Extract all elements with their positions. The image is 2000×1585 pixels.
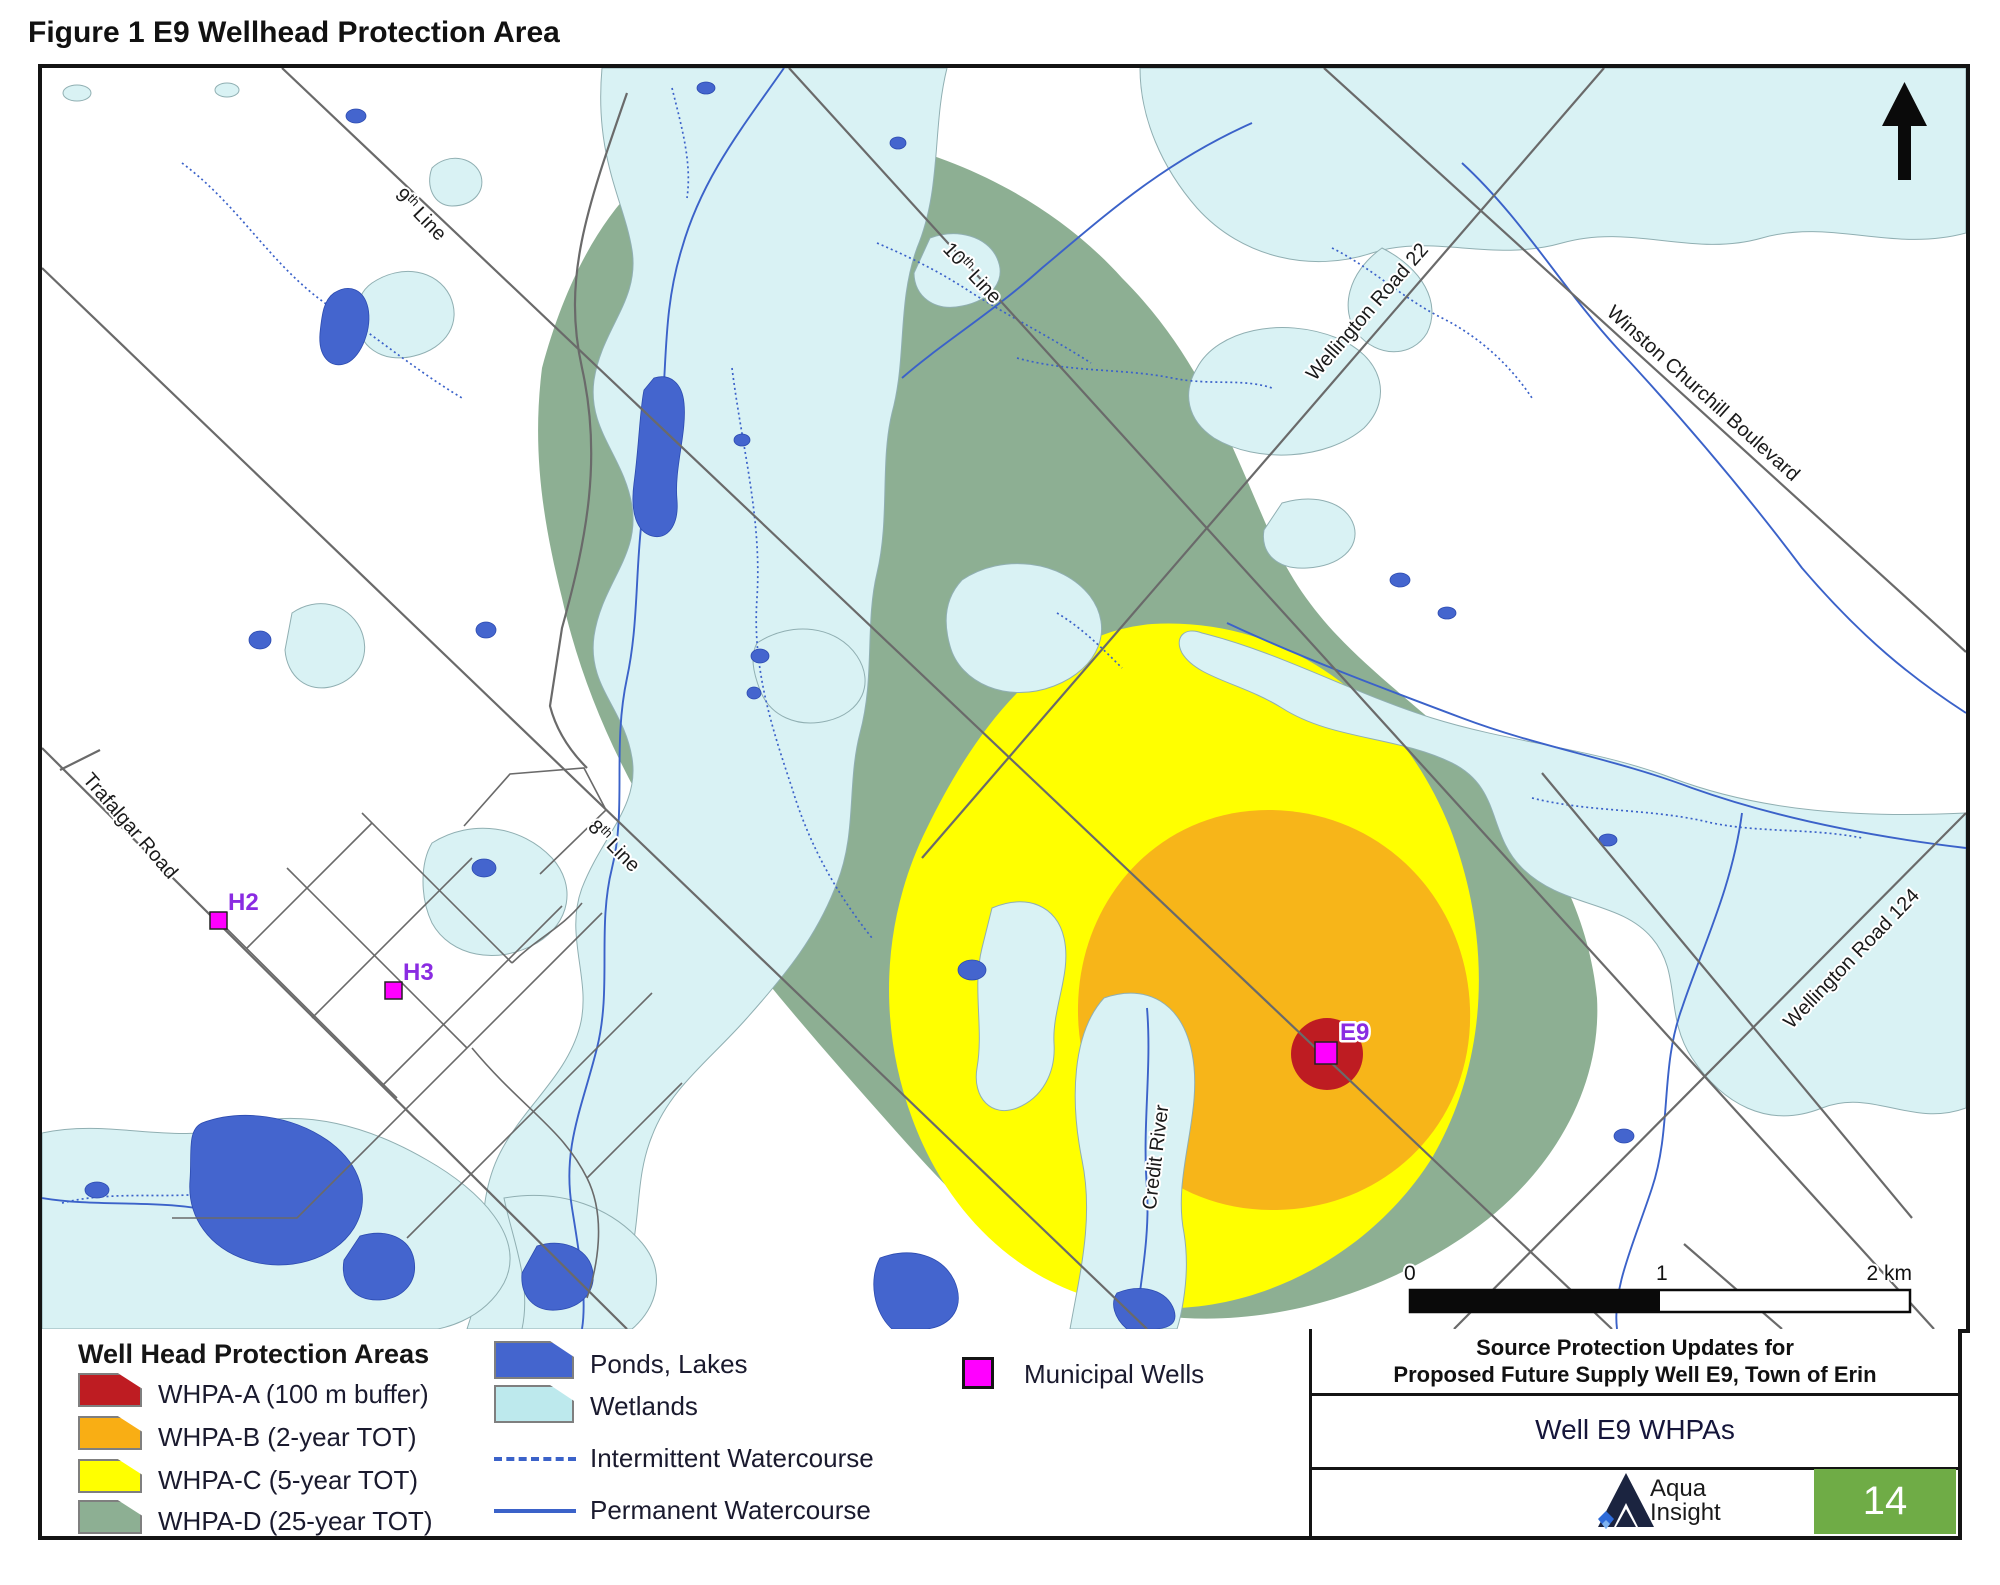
page-number: 14	[1862, 1479, 1908, 1523]
north-arrow	[1882, 82, 1927, 180]
legend-label-wetlands: Wetlands	[590, 1391, 698, 1421]
title-subtitle: Well E9 WHPAs	[1535, 1414, 1735, 1445]
legend-label-whpa-d: WHPA-D (25-year TOT)	[158, 1506, 433, 1536]
intermittent-watercourses	[61, 87, 1863, 1204]
legend-label-municipal-wells: Municipal Wells	[1024, 1359, 1205, 1389]
well-marker-h2	[209, 911, 228, 930]
well-marker-h3	[384, 981, 403, 1000]
scale-label-1: 1	[1656, 1262, 1668, 1285]
legend-line-permanent	[494, 1509, 576, 1513]
title-block-footer: Aqua Insight 14	[1312, 1467, 1958, 1536]
legend-heading: Well Head Protection Areas	[78, 1339, 430, 1369]
legend-swatch-whpa-c	[78, 1459, 142, 1493]
legend-label-permanent: Permanent Watercourse	[590, 1495, 871, 1525]
well-label-h3: H3	[403, 959, 434, 986]
legend-swatch-whpa-b	[78, 1416, 142, 1450]
well-label-e9: E9	[1340, 1019, 1369, 1046]
legend-swatch-municipal-wells	[962, 1357, 994, 1389]
aqua-insight-logo: Aqua Insight	[1594, 1471, 1721, 1531]
title-line1: Source Protection Updates for	[1476, 1334, 1794, 1360]
map-canvas: 9thLine 10thLine 8thLine Trafalgar Road …	[42, 68, 1966, 1329]
title-line2: Proposed Future Supply Well E9, Town of …	[1393, 1362, 1877, 1387]
scale-bar: 0 1 2 km	[1402, 1260, 1914, 1314]
aqua-insight-logo-icon	[1598, 1473, 1654, 1529]
well-label-h2: H2	[228, 889, 259, 916]
legend-label-ponds: Ponds, Lakes	[590, 1349, 748, 1379]
village-roads	[172, 767, 683, 1299]
page-number-box: 14	[1814, 1469, 1956, 1534]
title-block-subtitle-row: Well E9 WHPAs	[1312, 1393, 1958, 1470]
road-label-trafalgar: Trafalgar Road	[78, 769, 182, 884]
legend-swatch-whpa-d	[78, 1500, 142, 1534]
logo-word-insight: Insight	[1650, 1499, 1721, 1526]
legend-panel: Well Head Protection Areas WHPA-A (100 m…	[42, 1329, 1312, 1536]
legend-label-whpa-c: WHPA-C (5-year TOT)	[158, 1465, 419, 1495]
permanent-watercourses	[42, 68, 1966, 1329]
legend-line-intermittent	[494, 1457, 576, 1461]
title-block-header: Source Protection Updates for Proposed F…	[1312, 1329, 1958, 1396]
roads-layer	[42, 68, 1966, 1329]
legend-swatch-wetlands	[494, 1385, 574, 1423]
title-block: Source Protection Updates for Proposed F…	[1312, 1329, 1958, 1536]
road-label-winston-churchill: Winston Churchill Boulevard	[1602, 301, 1803, 485]
scale-label-2km: 2 km	[1866, 1262, 1912, 1285]
legend-swatch-whpa-a	[78, 1373, 142, 1407]
well-marker-e9	[1314, 1041, 1338, 1065]
legend-label-intermittent: Intermittent Watercourse	[590, 1443, 874, 1473]
figure-title: Figure 1 E9 Wellhead Protection Area	[28, 16, 560, 49]
legend-swatch-ponds	[494, 1341, 574, 1379]
map-frame: 9thLine 10thLine 8thLine Trafalgar Road …	[38, 64, 1970, 1333]
ponds-layer	[84, 81, 1635, 1329]
scale-label-0: 0	[1404, 1262, 1416, 1285]
logo-word-aqua: Aqua	[1650, 1475, 1707, 1502]
legend-label-whpa-a: WHPA-A (100 m buffer)	[158, 1379, 429, 1409]
legend-label-whpa-b: WHPA-B (2-year TOT)	[158, 1422, 417, 1452]
legend-strip: Well Head Protection Areas WHPA-A (100 m…	[38, 1329, 1962, 1540]
